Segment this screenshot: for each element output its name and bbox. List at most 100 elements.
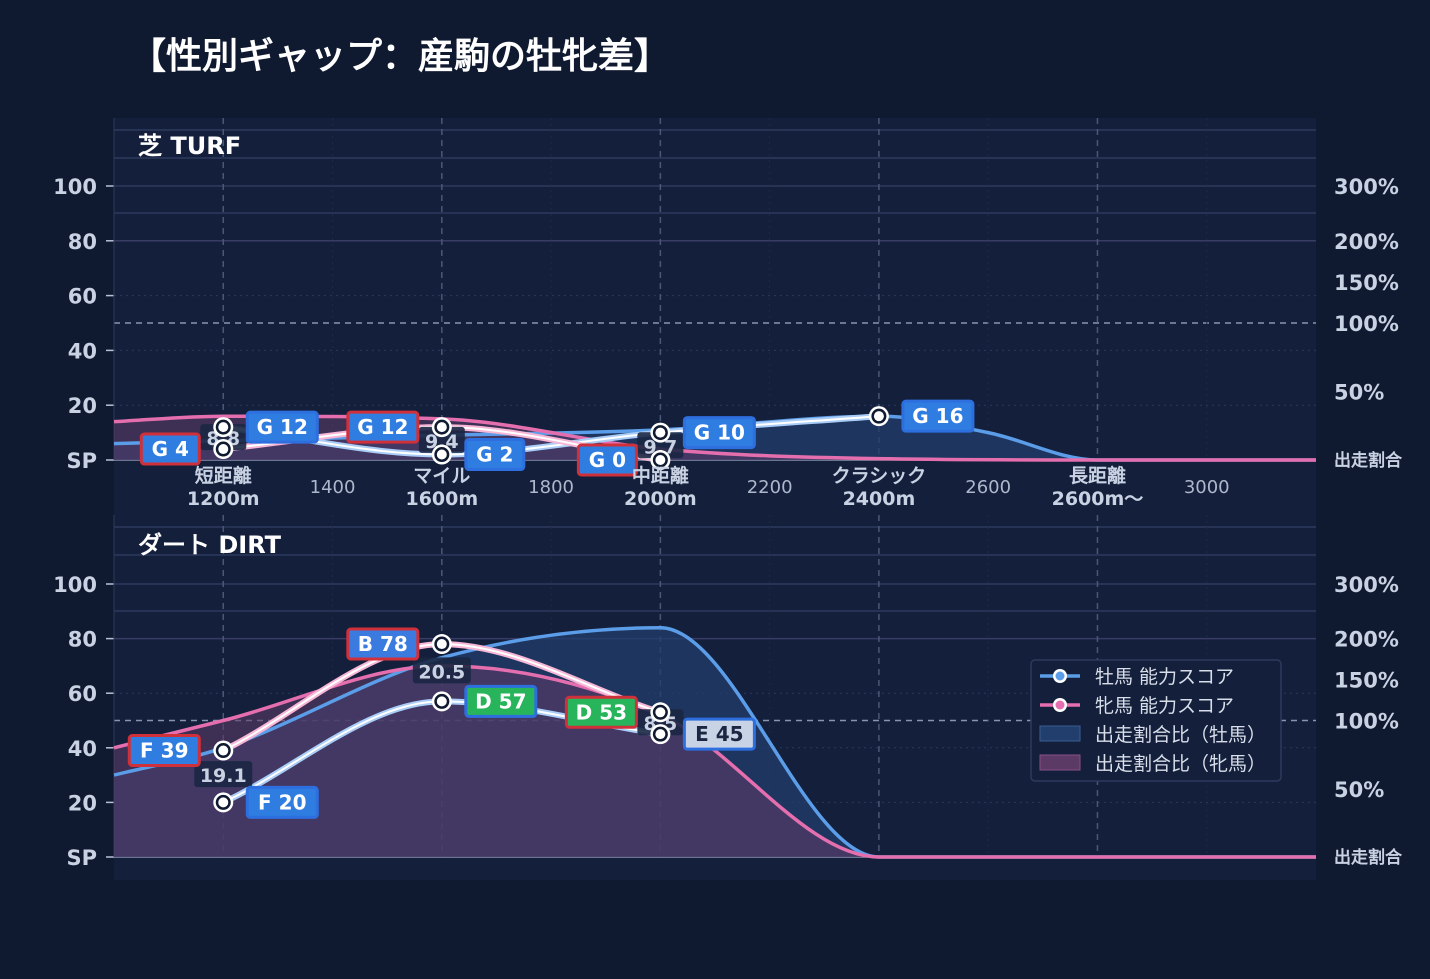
female-score-point-dot — [436, 639, 447, 650]
grade-badge-box — [245, 410, 319, 444]
x-tick-sublabel: 1200m — [187, 488, 260, 510]
female-score-point-dot — [436, 422, 447, 433]
grade-badge-text: F 39 — [140, 739, 188, 763]
grade-badge-text: F 20 — [258, 790, 306, 814]
legend-label: 牝馬 能力スコア — [1095, 695, 1234, 717]
gap-label: 19.1 — [194, 761, 253, 788]
panel-title: ダート DIRT — [138, 531, 282, 559]
grade-badge: G 4 — [139, 432, 201, 466]
y-right-tick-label: 出走割合 — [1334, 450, 1403, 471]
y-right-tick-label: 200% — [1334, 230, 1399, 254]
gap-label-text: 9.4 — [425, 431, 459, 453]
grade-badge-text: G 10 — [694, 421, 745, 445]
grade-badge-box — [682, 717, 756, 751]
grade-badge: E 45 — [682, 717, 756, 751]
x-tick-label: 中距離 — [632, 464, 689, 487]
x-tick-label: クラシック — [832, 465, 927, 487]
grade-badge: F 20 — [245, 785, 319, 819]
grade-badge-text: G 2 — [476, 443, 513, 467]
y-tick-label: 20 — [68, 791, 97, 815]
legend-label: 牡馬 能力スコア — [1095, 666, 1234, 688]
grade-badge-box — [464, 684, 538, 718]
y-right-tick-label: 50% — [1334, 778, 1384, 802]
x-tick-sublabel: 1600m — [405, 488, 478, 510]
grade-badge-box — [901, 399, 975, 433]
grade-badge: G 2 — [464, 438, 526, 472]
gap-label-text: 19.1 — [200, 765, 247, 787]
gap-label: 9.4 — [418, 426, 465, 453]
x-tick-sublabel: 2000m — [624, 488, 697, 510]
y-tick-label: SP — [66, 846, 97, 870]
grade-badge-text: D 57 — [475, 689, 526, 713]
legend-area-swatch — [1039, 754, 1081, 771]
grade-badge: G 16 — [901, 399, 975, 433]
grade-badge: D 57 — [464, 684, 538, 718]
legend-box — [1030, 659, 1282, 782]
y-right-tick-label: 50% — [1334, 381, 1384, 405]
panel-turf: 芝 TURF SP 20 40 60 80 100 出走割合 50% 100% 150% 200% 30… — [53, 118, 1403, 515]
gap-label: 9.7 — [637, 432, 684, 459]
y-right-tick-label: 100% — [1334, 710, 1399, 734]
female-score-point-dot — [655, 707, 666, 718]
grade-badge-box — [564, 695, 638, 729]
grade-badge-box — [682, 416, 756, 450]
male-score-point-dot — [218, 797, 229, 808]
female-score-point-dot — [655, 455, 666, 465]
grade-badge-box — [464, 438, 526, 472]
gap-label-text: 20.5 — [418, 661, 465, 683]
male-score-point-dot — [655, 427, 666, 438]
x-tick-sublabel: 2600m〜 — [1052, 488, 1144, 510]
chart-title: 【性別ギャップ：産駒の牡牝差】 — [130, 36, 670, 77]
y-right-tick-label: 150% — [1334, 669, 1399, 693]
female-ratio-area — [114, 665, 1316, 857]
male-score-point-dot — [655, 729, 666, 740]
y-tick-label: 40 — [68, 737, 97, 761]
grade-badge-box — [346, 627, 420, 661]
panels: 芝 TURF SP 20 40 60 80 100 出走割合 50% 100% 150% 200% 30… — [53, 118, 1403, 880]
x-tick-label: 3000 — [1184, 477, 1230, 498]
grade-badge-text: G 16 — [912, 404, 963, 428]
panel-dirt: ダート DIRT SP 20 40 60 80 100 出走割合 50% 100% 150% 200%… — [53, 515, 1403, 880]
y-tick-label: 100 — [53, 573, 97, 597]
x-tick-sublabel: 2400m — [843, 488, 916, 510]
x-tick-label: 短距離 — [195, 464, 252, 487]
grade-badge-box — [139, 432, 201, 466]
y-right-tick-label: 300% — [1334, 175, 1399, 199]
grade-badge-box — [576, 443, 638, 477]
y-right-tick-label: 出走割合 — [1334, 847, 1403, 868]
y-tick-label: 100 — [53, 175, 97, 199]
x-tick-label: 長距離 — [1069, 464, 1126, 487]
y-right-tick-label: 300% — [1334, 573, 1399, 597]
panel-title: 芝 TURF — [138, 132, 241, 160]
gap-label-box — [637, 432, 684, 459]
grade-badge: G 12 — [245, 410, 319, 444]
gap-label-box — [418, 426, 465, 453]
y-tick-label: 60 — [68, 285, 97, 309]
y-tick-label: 80 — [68, 230, 97, 254]
y-right-tick-label: 100% — [1334, 312, 1399, 336]
grade-badge-text: G 12 — [357, 415, 408, 439]
grade-badge-text: B 78 — [358, 632, 408, 656]
female-score-point-dot — [218, 745, 229, 756]
grade-badge-text: G 12 — [257, 415, 308, 439]
grade-badge-text: D 53 — [576, 700, 627, 724]
grade-badge-text: G 0 — [589, 448, 626, 472]
y-tick-label: 20 — [68, 394, 97, 418]
y-tick-label: 60 — [68, 682, 97, 706]
x-tick-label: 2200 — [747, 477, 793, 498]
male-score-point-dot — [436, 696, 447, 707]
legend-marker-core — [1055, 700, 1065, 710]
gap-label-text: 9.7 — [644, 436, 678, 458]
y-tick-label: 40 — [68, 339, 97, 363]
legend-label: 出走割合比（牡馬） — [1095, 724, 1266, 746]
grade-badge: G 12 — [346, 410, 420, 444]
x-tick-label: 1800 — [528, 477, 574, 498]
x-tick-label: 2600 — [965, 477, 1011, 498]
gap-label-box — [194, 761, 253, 788]
grade-badge: F 39 — [127, 734, 201, 768]
y-right-tick-label: 200% — [1334, 628, 1399, 652]
male-score-point-dot — [873, 411, 884, 422]
y-right-tick-label: 150% — [1334, 271, 1399, 295]
